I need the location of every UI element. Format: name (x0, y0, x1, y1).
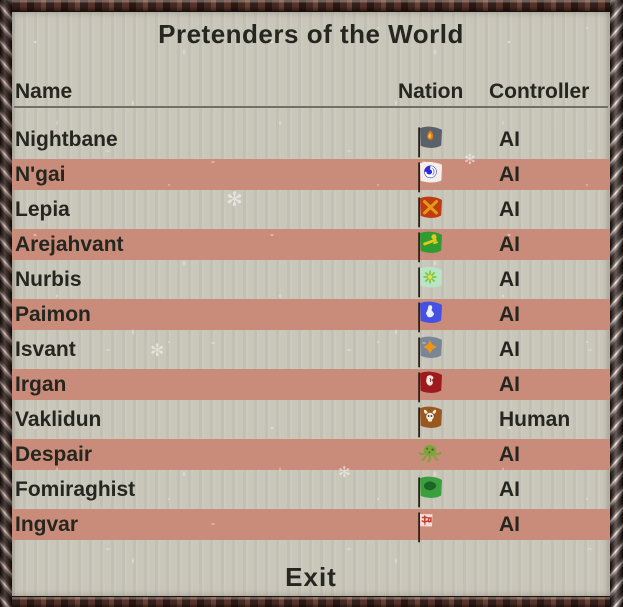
pretender-name: Fomiraghist (15, 478, 136, 501)
red-saltire-flag-icon (418, 196, 442, 228)
pretender-name: Irgan (15, 373, 67, 396)
page-title: Pretenders of the World (158, 19, 464, 49)
pretender-list: Nightbane AI N'gai AI (12, 124, 610, 544)
pretender-name: N'gai (15, 163, 66, 186)
panel-border-right (610, 0, 623, 607)
controller-value: Human (499, 408, 571, 431)
column-header-controller: Controller (489, 80, 590, 103)
controller-value: AI (499, 373, 520, 396)
pretender-name: Nightbane (15, 128, 118, 151)
controller-value: AI (499, 163, 520, 186)
green-octopus-icon (418, 444, 442, 463)
pretender-name: Nurbis (15, 268, 82, 291)
crimson-white-emblem-flag-icon (418, 371, 442, 403)
controller-value: AI (499, 128, 520, 151)
table-row: Fomiraghist AI (12, 474, 610, 509)
pale-red-glyph-flag-icon (418, 512, 433, 543)
table-row: Arejahvant AI (12, 229, 610, 264)
pretender-name: Paimon (15, 303, 91, 326)
table-row: Lepia AI (12, 194, 610, 229)
controller-value: AI (499, 233, 520, 256)
controller-value: AI (499, 303, 520, 326)
table-row: Nurbis AI (12, 264, 610, 299)
panel-border-top (0, 0, 623, 12)
blue-white-figure-flag-icon (418, 301, 442, 333)
table-row: N'gai AI (12, 159, 610, 194)
header-divider (14, 106, 608, 108)
controller-value: AI (499, 268, 520, 291)
panel-border-left (0, 0, 12, 607)
table-row: Vaklidun Human (12, 404, 610, 439)
pretender-name: Despair (15, 443, 93, 466)
table-row: Isvant AI (12, 334, 610, 369)
green-gold-scepter-flag-icon (418, 231, 442, 263)
controller-value: AI (499, 513, 520, 536)
panel-border-bottom (0, 596, 623, 607)
pretender-name: Lepia (15, 198, 70, 221)
controller-value: AI (499, 443, 520, 466)
column-header-name: Name (15, 80, 73, 103)
table-row: Despair AI (12, 439, 610, 474)
slate-orange-cross-flag-icon (418, 336, 442, 368)
controller-value: AI (499, 198, 520, 221)
pretender-name: Vaklidun (15, 408, 102, 431)
mint-starburst-flag-icon (418, 266, 442, 298)
table-row: Ingvar AI (12, 509, 610, 544)
table-row: Nightbane AI (12, 124, 610, 159)
pretender-name: Arejahvant (15, 233, 124, 256)
exit-button[interactable]: Exit (285, 562, 337, 592)
green-tree-flag-icon (418, 476, 442, 508)
white-blue-spiral-flag-icon (418, 161, 442, 193)
controller-value: AI (499, 338, 520, 361)
pretender-name: Ingvar (15, 513, 79, 536)
pretender-name: Isvant (15, 338, 76, 361)
column-header-nation: Nation (398, 80, 464, 103)
table-row: Irgan AI (12, 369, 610, 404)
table-header: Name Nation Controller (12, 77, 610, 107)
brown-horned-skull-flag-icon (418, 406, 442, 438)
dark-gray-flame-flag-icon (418, 126, 442, 158)
panel-content: ✻ ✻ ✻ ✻ Pretenders of the World Name Nat… (12, 11, 610, 597)
controller-value: AI (499, 478, 520, 501)
table-row: Paimon AI (12, 299, 610, 334)
